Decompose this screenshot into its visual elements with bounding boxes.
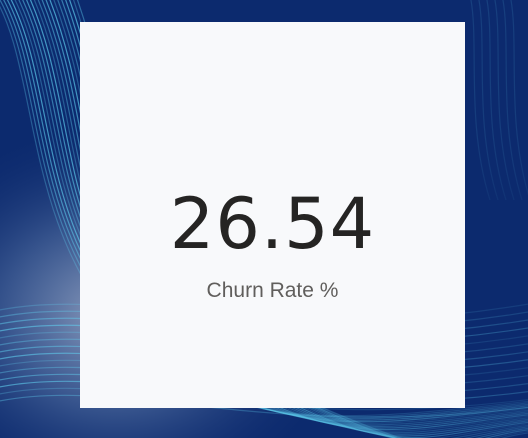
wave-line (494, 0, 515, 201)
kpi-label: Churn Rate % (206, 279, 339, 302)
kpi-card[interactable]: 26.54 Churn Rate % (80, 22, 465, 408)
wave-line (486, 0, 507, 201)
wave-line (478, 0, 499, 201)
kpi-value: 26.54 (169, 183, 376, 265)
wave-line (502, 0, 523, 201)
wave-line (470, 0, 491, 201)
wave-line (510, 0, 528, 196)
